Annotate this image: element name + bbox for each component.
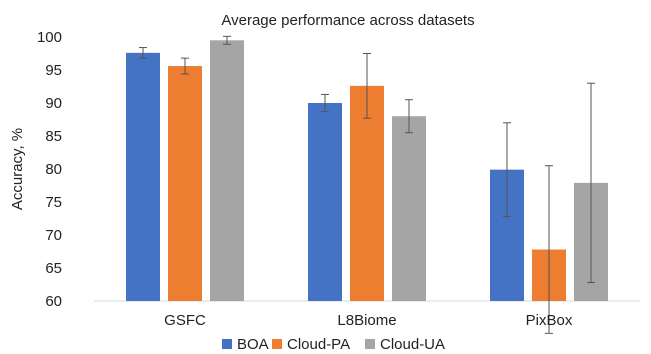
legend-label: Cloud-PA <box>287 336 350 353</box>
y-tick-label: 75 <box>45 194 62 211</box>
legend-item-boa: BOA <box>222 336 269 353</box>
legend-swatch <box>272 339 282 349</box>
legend-label: BOA <box>237 336 269 353</box>
x-axis-ticks: GSFC L8Biome PixBox <box>164 312 573 329</box>
bar-boa <box>308 103 342 301</box>
y-axis-ticks: 60 65 70 75 80 85 90 95 100 <box>37 29 62 310</box>
error-bar <box>139 47 147 59</box>
legend-swatch <box>365 339 375 349</box>
legend-item-cloud-pa: Cloud-PA <box>272 336 350 353</box>
bar-cloud-ua <box>210 40 244 302</box>
error-bar <box>503 122 511 218</box>
x-tick-label: GSFC <box>164 312 206 329</box>
error-bars-group <box>139 35 595 334</box>
error-bar <box>405 99 413 134</box>
y-axis-label: Accuracy, % <box>9 128 26 210</box>
error-bar <box>181 57 189 75</box>
bar-cloud-pa <box>168 66 202 301</box>
y-tick-label: 70 <box>45 227 62 244</box>
bar-cloud-pa <box>350 85 384 301</box>
bar-cloud-ua <box>392 116 426 301</box>
y-tick-label: 80 <box>45 161 62 178</box>
chart-title: Average performance across datasets <box>221 12 474 29</box>
y-tick-label: 65 <box>45 260 62 277</box>
error-bar <box>223 35 231 45</box>
error-bar <box>321 93 329 113</box>
y-tick-label: 60 <box>45 293 62 310</box>
y-tick-label: 90 <box>45 95 62 112</box>
error-bar <box>363 53 371 119</box>
x-tick-label: PixBox <box>526 312 573 329</box>
legend-label: Cloud-UA <box>380 336 445 353</box>
error-bar <box>587 82 595 284</box>
error-bar <box>545 165 553 334</box>
bar-boa <box>126 52 160 302</box>
y-tick-label: 100 <box>37 29 62 46</box>
x-tick-label: L8Biome <box>337 312 396 329</box>
legend: BOA Cloud-PA Cloud-UA <box>222 336 445 353</box>
legend-swatch <box>222 339 232 349</box>
y-tick-label: 85 <box>45 128 62 145</box>
legend-item-cloud-ua: Cloud-UA <box>365 336 445 353</box>
bars-group <box>126 40 608 302</box>
y-tick-label: 95 <box>45 62 62 79</box>
